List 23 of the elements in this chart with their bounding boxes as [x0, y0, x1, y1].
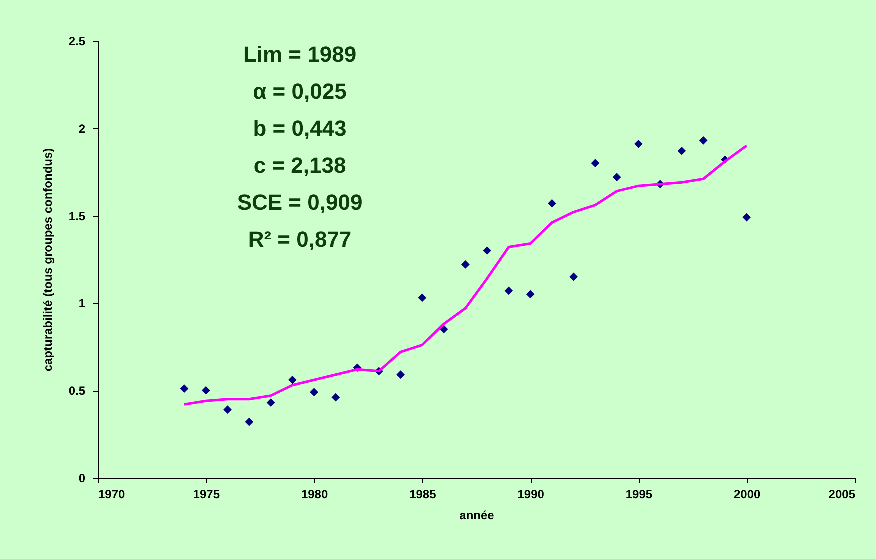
- y-axis-title: capturabilité (tous groupes confondus): [40, 148, 55, 372]
- annotation: α = 0,025: [253, 79, 347, 104]
- x-tick-label: 1995: [626, 488, 653, 502]
- y-tick-label: 0: [78, 472, 86, 486]
- annotation: Lim = 1989: [243, 42, 357, 67]
- x-tick-label: 1985: [410, 488, 437, 502]
- x-tick-label: 2005: [828, 488, 856, 502]
- annotation: R² = 0,877: [248, 227, 352, 252]
- x-tick-label: 1970: [98, 488, 126, 502]
- x-tick-label: 1975: [193, 488, 220, 502]
- y-tick-label: 2.5: [68, 34, 86, 48]
- y-tick-label: 0.5: [68, 384, 86, 398]
- x-axis-title: année: [460, 508, 495, 522]
- y-tick-label: 1.5: [68, 209, 86, 224]
- x-tick-label: 2000: [734, 488, 762, 502]
- annotation: b = 0,443: [253, 116, 347, 141]
- y-tick-label: 2: [78, 122, 86, 136]
- x-tick-label: 1990: [518, 488, 545, 502]
- annotation: SCE = 0,909: [237, 190, 363, 215]
- x-tick-label: 1980: [301, 488, 328, 502]
- line-series: [183, 144, 748, 406]
- y-tick-label: 1: [78, 296, 86, 311]
- annotation: c = 2,138: [254, 153, 346, 178]
